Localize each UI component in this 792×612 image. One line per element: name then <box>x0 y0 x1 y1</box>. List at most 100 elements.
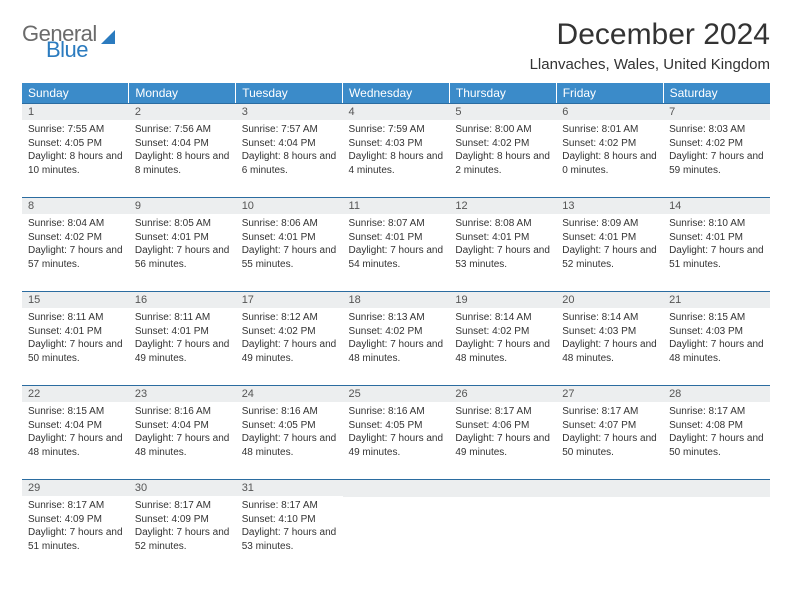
day-number: 30 <box>129 479 236 496</box>
sunrise-text: Sunrise: 7:55 AM <box>28 123 123 137</box>
daylight-text: Daylight: 7 hours and 50 minutes. <box>669 432 764 459</box>
daylight-text: Daylight: 7 hours and 49 minutes. <box>349 432 444 459</box>
empty-day <box>343 479 450 497</box>
day-details: Sunrise: 8:12 AMSunset: 4:02 PMDaylight:… <box>236 308 343 369</box>
day-number: 12 <box>449 197 556 214</box>
calendar-day-cell: 21Sunrise: 8:15 AMSunset: 4:03 PMDayligh… <box>663 291 770 377</box>
sunset-text: Sunset: 4:09 PM <box>28 513 123 527</box>
daylight-text: Daylight: 7 hours and 56 minutes. <box>135 244 230 271</box>
day-number: 3 <box>236 103 343 120</box>
sunrise-text: Sunrise: 8:14 AM <box>455 311 550 325</box>
sunrise-text: Sunrise: 8:03 AM <box>669 123 764 137</box>
calendar-day-cell: 29Sunrise: 8:17 AMSunset: 4:09 PMDayligh… <box>22 479 129 565</box>
sunset-text: Sunset: 4:07 PM <box>562 419 657 433</box>
calendar-day-cell: 20Sunrise: 8:14 AMSunset: 4:03 PMDayligh… <box>556 291 663 377</box>
day-number: 19 <box>449 291 556 308</box>
sunrise-text: Sunrise: 8:15 AM <box>669 311 764 325</box>
day-details: Sunrise: 8:17 AMSunset: 4:07 PMDaylight:… <box>556 402 663 463</box>
sunrise-text: Sunrise: 8:06 AM <box>242 217 337 231</box>
sunrise-text: Sunrise: 8:13 AM <box>349 311 444 325</box>
sunrise-text: Sunrise: 8:15 AM <box>28 405 123 419</box>
day-number: 25 <box>343 385 450 402</box>
sunrise-text: Sunrise: 8:12 AM <box>242 311 337 325</box>
day-number: 13 <box>556 197 663 214</box>
sunrise-text: Sunrise: 8:17 AM <box>669 405 764 419</box>
daylight-text: Daylight: 7 hours and 49 minutes. <box>455 432 550 459</box>
calendar-day-cell: 7Sunrise: 8:03 AMSunset: 4:02 PMDaylight… <box>663 103 770 189</box>
weekday-header: Thursday <box>449 83 556 103</box>
calendar-day-cell: 13Sunrise: 8:09 AMSunset: 4:01 PMDayligh… <box>556 197 663 283</box>
sunset-text: Sunset: 4:01 PM <box>135 325 230 339</box>
daylight-text: Daylight: 8 hours and 6 minutes. <box>242 150 337 177</box>
weekday-header: Tuesday <box>236 83 343 103</box>
day-details: Sunrise: 8:09 AMSunset: 4:01 PMDaylight:… <box>556 214 663 275</box>
day-number: 11 <box>343 197 450 214</box>
calendar-day-cell: 28Sunrise: 8:17 AMSunset: 4:08 PMDayligh… <box>663 385 770 471</box>
daylight-text: Daylight: 8 hours and 2 minutes. <box>455 150 550 177</box>
calendar-week-row: 29Sunrise: 8:17 AMSunset: 4:09 PMDayligh… <box>22 479 770 565</box>
day-number: 23 <box>129 385 236 402</box>
day-details: Sunrise: 8:11 AMSunset: 4:01 PMDaylight:… <box>22 308 129 369</box>
calendar-day-cell <box>663 479 770 565</box>
day-number: 14 <box>663 197 770 214</box>
sunset-text: Sunset: 4:03 PM <box>349 137 444 151</box>
day-number: 15 <box>22 291 129 308</box>
day-details: Sunrise: 8:17 AMSunset: 4:10 PMDaylight:… <box>236 496 343 557</box>
daylight-text: Daylight: 8 hours and 10 minutes. <box>28 150 123 177</box>
day-details: Sunrise: 8:03 AMSunset: 4:02 PMDaylight:… <box>663 120 770 181</box>
day-details: Sunrise: 8:17 AMSunset: 4:08 PMDaylight:… <box>663 402 770 463</box>
day-number: 22 <box>22 385 129 402</box>
calendar-day-cell: 11Sunrise: 8:07 AMSunset: 4:01 PMDayligh… <box>343 197 450 283</box>
day-number: 18 <box>343 291 450 308</box>
day-number: 27 <box>556 385 663 402</box>
empty-day <box>449 479 556 497</box>
calendar-day-cell: 18Sunrise: 8:13 AMSunset: 4:02 PMDayligh… <box>343 291 450 377</box>
daylight-text: Daylight: 7 hours and 53 minutes. <box>242 526 337 553</box>
sunrise-text: Sunrise: 8:00 AM <box>455 123 550 137</box>
daylight-text: Daylight: 7 hours and 51 minutes. <box>28 526 123 553</box>
sunset-text: Sunset: 4:02 PM <box>562 137 657 151</box>
calendar-day-cell: 14Sunrise: 8:10 AMSunset: 4:01 PMDayligh… <box>663 197 770 283</box>
calendar-day-cell: 4Sunrise: 7:59 AMSunset: 4:03 PMDaylight… <box>343 103 450 189</box>
day-number: 28 <box>663 385 770 402</box>
day-number: 17 <box>236 291 343 308</box>
calendar-day-cell: 15Sunrise: 8:11 AMSunset: 4:01 PMDayligh… <box>22 291 129 377</box>
sunset-text: Sunset: 4:09 PM <box>135 513 230 527</box>
sunrise-text: Sunrise: 8:09 AM <box>562 217 657 231</box>
daylight-text: Daylight: 7 hours and 54 minutes. <box>349 244 444 271</box>
brand-logo: General Blue <box>22 18 115 60</box>
sunrise-text: Sunrise: 8:11 AM <box>135 311 230 325</box>
sunset-text: Sunset: 4:01 PM <box>135 231 230 245</box>
calendar-day-cell: 5Sunrise: 8:00 AMSunset: 4:02 PMDaylight… <box>449 103 556 189</box>
sunset-text: Sunset: 4:06 PM <box>455 419 550 433</box>
calendar-week-row: 1Sunrise: 7:55 AMSunset: 4:05 PMDaylight… <box>22 103 770 189</box>
calendar-day-cell: 2Sunrise: 7:56 AMSunset: 4:04 PMDaylight… <box>129 103 236 189</box>
day-details: Sunrise: 8:13 AMSunset: 4:02 PMDaylight:… <box>343 308 450 369</box>
sunset-text: Sunset: 4:01 PM <box>669 231 764 245</box>
daylight-text: Daylight: 7 hours and 48 minutes. <box>669 338 764 365</box>
calendar-week-row: 15Sunrise: 8:11 AMSunset: 4:01 PMDayligh… <box>22 291 770 377</box>
sunset-text: Sunset: 4:05 PM <box>349 419 444 433</box>
daylight-text: Daylight: 7 hours and 48 minutes. <box>562 338 657 365</box>
day-details: Sunrise: 8:10 AMSunset: 4:01 PMDaylight:… <box>663 214 770 275</box>
daylight-text: Daylight: 8 hours and 0 minutes. <box>562 150 657 177</box>
sunset-text: Sunset: 4:08 PM <box>669 419 764 433</box>
title-block: December 2024 Llanvaches, Wales, United … <box>530 18 770 73</box>
calendar-day-cell: 17Sunrise: 8:12 AMSunset: 4:02 PMDayligh… <box>236 291 343 377</box>
day-details: Sunrise: 8:05 AMSunset: 4:01 PMDaylight:… <box>129 214 236 275</box>
sunrise-text: Sunrise: 8:01 AM <box>562 123 657 137</box>
calendar-day-cell: 25Sunrise: 8:16 AMSunset: 4:05 PMDayligh… <box>343 385 450 471</box>
day-details: Sunrise: 8:16 AMSunset: 4:04 PMDaylight:… <box>129 402 236 463</box>
day-number: 6 <box>556 103 663 120</box>
calendar-day-cell: 30Sunrise: 8:17 AMSunset: 4:09 PMDayligh… <box>129 479 236 565</box>
empty-day <box>663 479 770 497</box>
calendar-day-cell: 19Sunrise: 8:14 AMSunset: 4:02 PMDayligh… <box>449 291 556 377</box>
sunset-text: Sunset: 4:01 PM <box>562 231 657 245</box>
sunset-text: Sunset: 4:02 PM <box>28 231 123 245</box>
calendar-day-cell <box>449 479 556 565</box>
sunset-text: Sunset: 4:01 PM <box>349 231 444 245</box>
daylight-text: Daylight: 7 hours and 48 minutes. <box>455 338 550 365</box>
day-number: 2 <box>129 103 236 120</box>
daylight-text: Daylight: 7 hours and 50 minutes. <box>28 338 123 365</box>
sunset-text: Sunset: 4:01 PM <box>455 231 550 245</box>
